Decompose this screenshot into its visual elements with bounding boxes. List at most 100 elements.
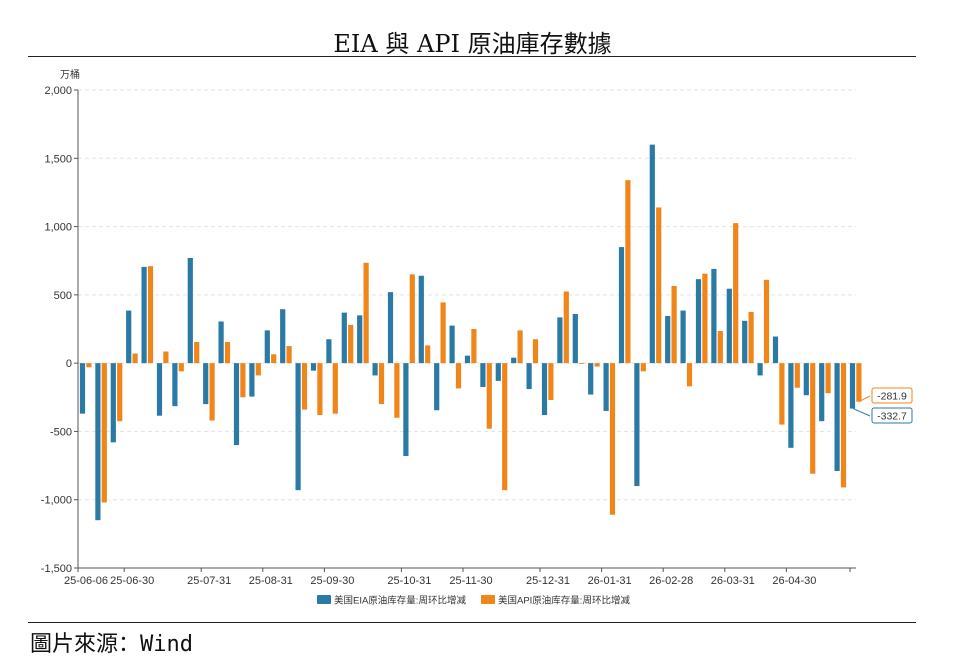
eia-bar [495,363,501,381]
y-tick-label: -500 [50,426,72,438]
x-tick-label: 25-10-31 [387,575,431,587]
eia-bar [187,257,193,364]
eia-bar [603,363,609,411]
eia-bar [665,316,671,364]
api-bar [425,345,431,364]
eia-bar [403,363,409,457]
api-bar [332,363,338,414]
eia-bar [695,279,702,364]
eia-bar [110,363,116,443]
x-tick-label: 25-11-30 [449,575,492,587]
api-bar [301,363,308,410]
page-title: EIA 與 API 原油庫存數據 [333,30,612,58]
eia-bar [264,330,270,364]
eia-api-bar-chart: -1,500 -1,000 -500 0 500 1,000 1,500 2,000 万桶 25-… [41,68,913,607]
eia-bar [788,363,794,448]
api-bar [517,330,523,364]
api-bar [579,363,585,364]
y-tick-label: -1,000 [41,495,72,507]
api-bar [825,363,831,394]
x-tick-label: 26-04-30 [772,575,816,587]
eia-bar [634,363,640,487]
api-bar [640,363,646,372]
api-bar [409,274,415,364]
x-tick-label: 26-01-31 [588,575,632,587]
eia-bar [464,355,471,364]
api-bar [286,346,292,364]
eia-bar [480,363,486,388]
eia-bar [218,321,224,364]
eia-bar [172,363,178,407]
api-bar [748,311,754,364]
x-tick-label: 25-07-31 [187,575,231,587]
callout-leader [858,395,871,403]
api-bar [856,363,862,402]
eia-bar [341,312,347,364]
y-tick-label: 500 [54,290,72,302]
x-tick-label: 26-02-28 [649,575,693,587]
eia-bar [803,363,809,396]
eia-bar [141,266,147,364]
api-bar [594,363,600,367]
eia-bar [79,363,86,414]
api-bar [486,363,492,429]
eia-bar [588,363,594,395]
eia-bar [557,317,563,364]
api-bar [394,363,400,418]
x-tick-label: 25-06-06 [64,575,108,587]
legend-label: 美国EIA原油库存量:周环比增减 [334,595,466,607]
api-bar [224,341,231,364]
api-bar [548,363,554,401]
eia-bar [357,315,363,364]
y-tick-label: 0 [66,358,72,370]
eia-bar [649,144,655,364]
api-bar [532,339,539,364]
y-tick-label: 1,000 [44,222,72,234]
api-bar [101,363,107,503]
api-bar [317,363,323,416]
eia-bar [526,363,532,390]
eia-bar [572,313,578,364]
api-bar [86,363,92,368]
api-bar [702,273,708,364]
api-bar [271,354,277,364]
api-bar [810,363,816,474]
eia-bar [233,363,240,446]
api-bar [348,324,354,364]
api-bar [132,353,138,364]
api-bar [609,363,616,515]
eia-bar [387,292,394,364]
eia-bar [156,363,163,416]
eia-bar [541,363,548,416]
eia-bar [834,363,840,472]
eia-bar [310,363,317,371]
y-tick-label: 2,000 [44,85,72,97]
api-bar [255,363,261,376]
callout-value-label: -332.7 [877,411,907,423]
legend-label: 美国API原油库存量:周环比增减 [498,595,630,607]
api-bar [502,363,508,491]
legend-swatch-eia [317,595,331,604]
y-tick-label: 1,500 [44,153,72,165]
source-divider [28,622,916,623]
x-tick-label: 25-09-30 [310,575,354,587]
api-bar [656,207,662,364]
eia-bar [680,310,686,364]
source-note: 圖片來源：Wind [30,632,193,657]
eia-bar [372,363,378,376]
api-bar [840,363,847,488]
eia-bar [249,363,255,397]
api-bar [763,279,770,364]
eia-bar [757,363,763,376]
eia-bar [819,363,825,422]
eia-bar [326,339,332,364]
eia-bar [203,363,209,405]
eia-bar [772,336,779,364]
eia-bar [711,268,717,364]
y-tick-label: -1,500 [41,563,72,575]
api-bar [794,363,800,388]
eia-bar [280,309,286,364]
eia-bar [418,275,424,364]
api-bar [440,302,446,364]
eia-bar [126,310,132,364]
